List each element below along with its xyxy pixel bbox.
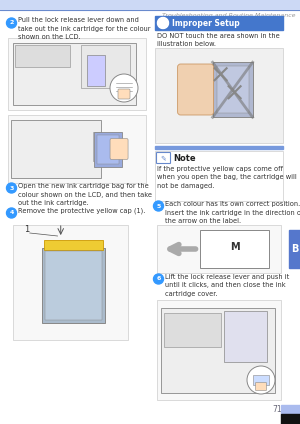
Text: B: B <box>291 244 298 254</box>
Bar <box>281 414 300 424</box>
Bar <box>15 45 70 67</box>
Text: 71: 71 <box>272 405 282 415</box>
Circle shape <box>154 274 164 284</box>
Text: Open the new ink cartridge bag for the
colour shown on the LCD, and then take
ou: Open the new ink cartridge bag for the c… <box>18 183 152 206</box>
Text: DO NOT touch the area shown in the
illustration below.: DO NOT touch the area shown in the illus… <box>157 33 280 47</box>
Bar <box>161 308 275 393</box>
Bar <box>97 135 119 164</box>
Bar <box>42 248 105 323</box>
Text: If the protective yellow caps come off
when you open the bag, the cartridge will: If the protective yellow caps come off w… <box>157 166 297 189</box>
Circle shape <box>7 183 16 193</box>
FancyBboxPatch shape <box>118 89 130 99</box>
Bar <box>81 45 130 88</box>
Text: Improper Setup: Improper Setup <box>172 19 240 28</box>
Text: 6: 6 <box>156 276 161 282</box>
Bar <box>8 115 146 183</box>
Bar <box>11 120 101 178</box>
Bar <box>164 313 221 347</box>
Text: Pull the lock release lever down and
take out the ink cartridge for the colour
s: Pull the lock release lever down and tak… <box>18 17 151 40</box>
Bar <box>93 131 101 161</box>
Text: 1: 1 <box>24 226 29 234</box>
Bar <box>155 48 283 143</box>
Circle shape <box>7 18 16 28</box>
Bar <box>13 43 136 105</box>
Text: Troubleshooting and Routine Maintenance: Troubleshooting and Routine Maintenance <box>163 13 296 18</box>
Bar <box>0 0 300 10</box>
FancyBboxPatch shape <box>110 139 128 159</box>
FancyBboxPatch shape <box>157 153 170 164</box>
Text: 5: 5 <box>156 204 161 209</box>
Text: 3: 3 <box>9 186 14 190</box>
Bar <box>155 16 283 30</box>
Text: Each colour has its own correct position.
Insert the ink cartridge in the direct: Each colour has its own correct position… <box>165 201 300 224</box>
Text: 4: 4 <box>9 210 14 215</box>
Bar <box>224 311 267 362</box>
Bar <box>45 251 102 320</box>
Bar <box>44 240 103 250</box>
Bar <box>217 66 249 113</box>
Bar <box>8 38 146 110</box>
Bar <box>281 405 300 414</box>
Text: Note: Note <box>173 154 196 163</box>
Circle shape <box>158 17 169 28</box>
Bar <box>13 225 128 340</box>
Bar <box>157 225 281 273</box>
Bar <box>213 62 253 117</box>
FancyBboxPatch shape <box>256 382 266 391</box>
Text: M: M <box>230 242 239 252</box>
Circle shape <box>7 208 16 218</box>
Bar <box>289 230 300 268</box>
Circle shape <box>154 201 164 211</box>
Bar <box>87 56 105 86</box>
Circle shape <box>110 74 138 102</box>
Bar <box>200 230 268 268</box>
Text: ✎: ✎ <box>160 155 166 161</box>
Bar <box>94 132 122 167</box>
Bar <box>253 375 269 385</box>
Text: Remove the protective yellow cap (1).: Remove the protective yellow cap (1). <box>18 208 146 215</box>
Bar <box>155 151 283 201</box>
FancyBboxPatch shape <box>178 64 214 115</box>
Text: 2: 2 <box>9 20 14 25</box>
Bar <box>155 146 283 148</box>
Bar <box>157 300 281 400</box>
Circle shape <box>247 366 275 394</box>
Circle shape <box>158 17 169 28</box>
Text: Lift the lock release lever and push it
until it clicks, and then close the ink
: Lift the lock release lever and push it … <box>165 274 289 297</box>
